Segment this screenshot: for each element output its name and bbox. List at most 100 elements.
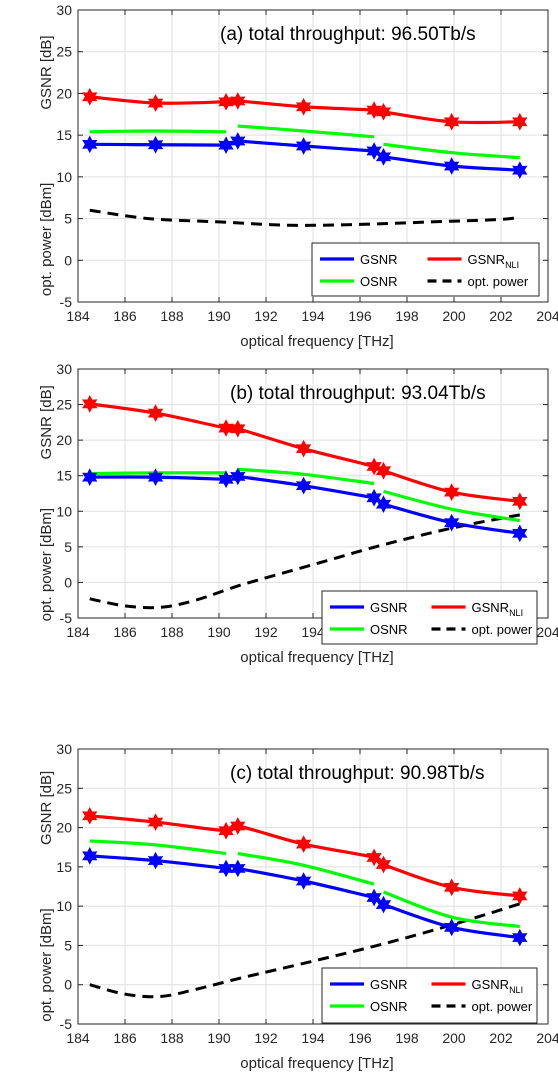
marker-gsnr: [230, 132, 246, 150]
series-line-opt-power: [89, 208, 521, 227]
legend-label-subscript: NLI: [505, 260, 519, 270]
y-axis-label-gsnr: GSNR [dB]: [38, 35, 55, 109]
x-tick-label: 186: [113, 1030, 137, 1046]
chart-panel-2: 184186188190192194196198200202204-505101…: [38, 361, 558, 666]
x-tick-label: 194: [301, 624, 325, 640]
y-tick-label: 30: [56, 2, 72, 18]
marker-gsnr-nli: [295, 835, 312, 853]
x-tick-label: 184: [66, 1030, 90, 1046]
marker-gsnr: [366, 888, 382, 907]
marker-gsnr: [147, 468, 164, 487]
y-axis-label-gsnr: GSNR [dB]: [38, 771, 55, 845]
y-tick-label: 15: [56, 468, 72, 484]
y-tick-label: 5: [64, 539, 72, 555]
legend-label-subscript: NLI: [509, 985, 523, 995]
x-tick-label: 192: [254, 624, 278, 640]
marker-gsnr: [230, 859, 246, 878]
marker-gsnr-nli: [366, 101, 382, 119]
marker-gsnr: [295, 137, 312, 155]
y-tick-label: -5: [60, 1016, 73, 1032]
y-tick-label: 10: [56, 898, 72, 914]
marker-gsnr-nli: [375, 855, 392, 874]
y-tick-label: 5: [64, 937, 72, 953]
series-line-osnr: [89, 129, 227, 134]
y-tick-label: 20: [56, 432, 72, 448]
x-tick-label: 196: [348, 308, 372, 324]
x-tick-label: 198: [395, 1030, 419, 1046]
marker-gsnr: [443, 157, 460, 175]
x-tick-label: 186: [113, 624, 137, 640]
x-tick-label: 200: [442, 308, 466, 324]
y-tick-label: 10: [56, 169, 72, 185]
marker-gsnr: [512, 161, 528, 180]
chart-title: (a) total throughput: 96.50Tb/s: [220, 24, 476, 45]
marker-gsnr-nli: [375, 102, 392, 121]
series-group: [82, 806, 528, 999]
x-tick-label: 188: [160, 624, 184, 640]
marker-gsnr: [443, 513, 460, 532]
y-tick-label: 25: [56, 780, 72, 796]
series-line-osnr: [383, 489, 521, 523]
marker-gsnr: [295, 872, 312, 890]
series-line-osnr: [237, 851, 375, 886]
x-tick-label: 192: [254, 1030, 278, 1046]
marker-gsnr-nli: [366, 457, 382, 476]
marker-gsnr-nli: [147, 813, 164, 831]
marker-gsnr-nli: [230, 817, 246, 835]
x-tick-label: 188: [160, 1030, 184, 1046]
marker-gsnr-nli: [82, 806, 98, 825]
x-tick-label: 190: [207, 1030, 231, 1046]
x-tick-label: 192: [254, 308, 278, 324]
y-tick-label: -5: [60, 294, 73, 310]
x-tick-label: 194: [301, 308, 325, 324]
y-tick-label: 0: [64, 252, 72, 268]
y-axis-label-power: opt. power [dBm]: [38, 908, 55, 1021]
marker-gsnr-nli: [443, 878, 460, 897]
marker-gsnr: [512, 928, 528, 947]
legend-box: [321, 967, 538, 1024]
x-tick-label: 184: [66, 624, 90, 640]
marker-gsnr-nli: [295, 97, 312, 116]
y-tick-label: 25: [56, 397, 72, 413]
series-group: [82, 87, 528, 227]
marker-gsnr: [147, 851, 164, 870]
legend-label: opt. power: [472, 622, 533, 637]
series-line-osnr: [382, 890, 521, 929]
y-tick-label: 20: [56, 820, 72, 836]
x-tick-label: 204: [536, 308, 558, 324]
y-tick-label: 30: [56, 741, 72, 757]
chart-title: (b) total throughput: 93.04Tb/s: [230, 383, 486, 404]
series-line-opt-power: [89, 902, 521, 999]
x-tick-label: 204: [536, 624, 558, 640]
marker-gsnr-nli: [147, 94, 164, 112]
x-tick-label: 194: [301, 1030, 325, 1046]
y-tick-label: 25: [56, 44, 72, 60]
legend-label: GSNR: [370, 977, 408, 992]
marker-gsnr: [375, 147, 392, 166]
x-axis-label: optical frequency [THz]: [240, 1055, 393, 1072]
x-axis-label: optical frequency [THz]: [240, 333, 393, 350]
series-line-osnr: [237, 467, 375, 486]
y-tick-label: 15: [56, 127, 72, 143]
x-tick-label: 198: [395, 308, 419, 324]
legend-label: OSNR: [370, 622, 408, 637]
marker-gsnr-nli: [366, 848, 382, 867]
marker-gsnr: [295, 476, 312, 495]
x-tick-label: 196: [348, 1030, 372, 1046]
y-tick-label: 5: [64, 211, 72, 227]
marker-gsnr: [82, 468, 98, 487]
series-line-osnr: [89, 839, 227, 856]
legend-label: opt. power: [468, 274, 529, 289]
series-line-opt-power: [89, 513, 521, 610]
x-tick-label: 190: [207, 624, 231, 640]
chart-panel-3: 184 186 188 190 192 194 196 198 200 202 204 -5 0 5 10 1…: [38, 741, 558, 1072]
x-tick-label: 190: [207, 308, 231, 324]
chart-title: (c) total throughput: 90.98Tb/s: [230, 763, 485, 784]
marker-gsnr: [230, 467, 246, 486]
legend-label: GSNR: [360, 252, 398, 267]
y-tick-label: 20: [56, 85, 72, 101]
chart-panel-1: 184 186 188 190 192 194 196 198 200 202 204 -5 0 5 10 1…: [38, 2, 558, 350]
legend-label: GSNR: [370, 600, 408, 615]
marker-gsnr-nli: [375, 461, 392, 480]
marker-gsnr-nli: [230, 419, 246, 438]
